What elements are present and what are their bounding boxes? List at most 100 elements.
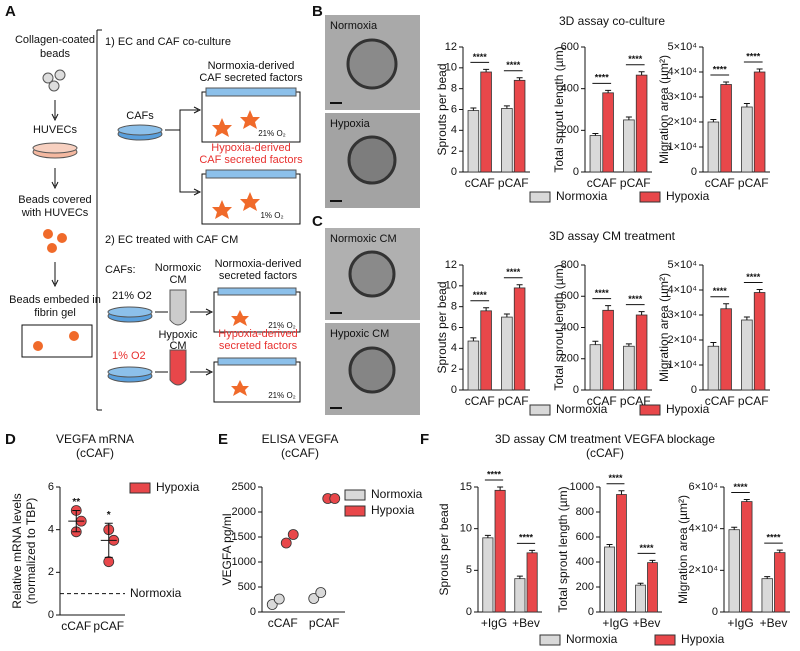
step-label: Beads covered xyxy=(18,194,91,206)
y-tick-label: 4 xyxy=(451,124,457,136)
y-axis-label: Migration area (µm²) xyxy=(657,273,671,382)
bar xyxy=(707,345,720,391)
legend-swatch xyxy=(129,482,151,494)
bar xyxy=(513,287,526,391)
legend-swatch xyxy=(654,634,676,646)
error-bar xyxy=(592,340,599,345)
bar xyxy=(741,106,753,173)
error-bar xyxy=(470,107,477,111)
error-bar xyxy=(483,68,490,72)
error-bar xyxy=(605,89,612,93)
y-tick-label: 4 xyxy=(451,342,457,354)
error-bar xyxy=(710,342,717,347)
legend-label: Hypoxia xyxy=(681,632,725,646)
x-tick-label: pCAF xyxy=(93,619,124,633)
bar xyxy=(774,552,786,613)
micrograph-label: Hypoxia xyxy=(330,118,371,130)
data-point xyxy=(287,529,299,540)
legend-label: Normoxia xyxy=(566,632,618,646)
y-axis-label: Sprouts per bead xyxy=(437,503,451,595)
legend-swatch xyxy=(639,404,661,416)
step-label: Beads embeded in xyxy=(9,294,101,306)
error-bar xyxy=(618,490,625,495)
bar xyxy=(482,537,494,613)
x-tick-label: cCAF xyxy=(465,176,495,190)
legend-label: Hypoxia xyxy=(666,402,710,416)
step-label: beads xyxy=(40,48,70,60)
significance-label: ** xyxy=(72,497,80,508)
data-point xyxy=(329,493,341,504)
error-bar xyxy=(516,575,523,579)
error-bar xyxy=(764,576,771,579)
y-tick-label: 0 xyxy=(250,606,256,618)
x-tick-label: cCAF xyxy=(465,394,495,408)
reference-label: Normoxia xyxy=(130,586,182,600)
data-point xyxy=(308,593,320,604)
y-tick-label: 6 xyxy=(451,103,457,115)
y-tick-label: 5×10⁴ xyxy=(667,259,697,271)
bar xyxy=(753,292,766,391)
bar xyxy=(589,135,602,173)
error-bar xyxy=(516,77,523,81)
o2-label: 21% O₂ xyxy=(268,321,296,330)
bar xyxy=(514,578,526,613)
significance-label: **** xyxy=(746,272,761,282)
y-tick-label: 4×10⁴ xyxy=(667,66,697,78)
y-tick-label: 6×10⁴ xyxy=(688,481,718,493)
bar xyxy=(616,494,627,613)
significance-label: **** xyxy=(628,54,643,64)
y-tick-label: 2×10⁴ xyxy=(667,116,697,128)
y-axis-label: Migration area (µm²) xyxy=(657,55,671,164)
x-tick-label: pCAF xyxy=(498,394,529,408)
x-tick-label: pCAF xyxy=(738,176,769,190)
y-tick-label: 0 xyxy=(466,606,472,618)
panel-label: C xyxy=(312,213,323,230)
y-tick-label: 0 xyxy=(573,166,579,178)
bar xyxy=(647,562,658,613)
significance-label: **** xyxy=(713,64,728,74)
micrograph-label: Normoxic CM xyxy=(330,233,397,245)
y-tick-label: 800 xyxy=(561,259,579,271)
y-tick-label: 600 xyxy=(561,41,579,53)
bar xyxy=(635,74,648,173)
o2-label: 21% O2 xyxy=(112,290,152,302)
y-tick-label: 2 xyxy=(48,566,54,578)
bar xyxy=(501,108,513,173)
y-tick-label: 600 xyxy=(561,290,579,302)
x-tick-label: cCAF xyxy=(587,176,617,190)
error-bar xyxy=(756,68,763,72)
error-bar xyxy=(483,307,490,311)
error-bar xyxy=(638,71,645,76)
y-axis-label: Migration area (µm²) xyxy=(676,495,690,604)
error-bar xyxy=(503,105,510,109)
bar xyxy=(753,71,766,173)
bar xyxy=(761,578,773,613)
data-point xyxy=(315,587,327,598)
data-point xyxy=(103,556,115,568)
legend-swatch xyxy=(639,191,661,203)
bar xyxy=(480,71,492,173)
data-point xyxy=(273,593,285,605)
y-tick-label: 1×10⁴ xyxy=(667,359,697,371)
significance-label: **** xyxy=(487,469,502,479)
cm-label: CM xyxy=(169,274,186,286)
o2-label: 1% O2 xyxy=(112,350,146,362)
diagram-shapes xyxy=(21,29,301,411)
y-axis-label: (normalized to TBP) xyxy=(24,498,38,604)
legend-label: Normoxia xyxy=(371,487,423,501)
factor-label: Normoxia-derived xyxy=(208,60,295,72)
y-axis-label: Total sprout length (µm) xyxy=(556,486,570,612)
micrograph-label: Normoxia xyxy=(330,20,378,32)
step-label: Collagen-coated xyxy=(15,34,95,46)
factor-label: secreted factors xyxy=(219,340,298,352)
y-tick-label: 8 xyxy=(451,301,457,313)
y-tick-label: 0 xyxy=(451,384,457,396)
bar xyxy=(623,345,635,391)
legend-swatch xyxy=(539,634,561,646)
panel-label: B xyxy=(312,3,323,20)
bar xyxy=(720,308,732,391)
y-tick-label: 2000 xyxy=(232,506,256,518)
section-title: (cCAF) xyxy=(586,446,624,460)
step-label: with HUVECs xyxy=(21,207,89,219)
bar xyxy=(501,316,513,391)
